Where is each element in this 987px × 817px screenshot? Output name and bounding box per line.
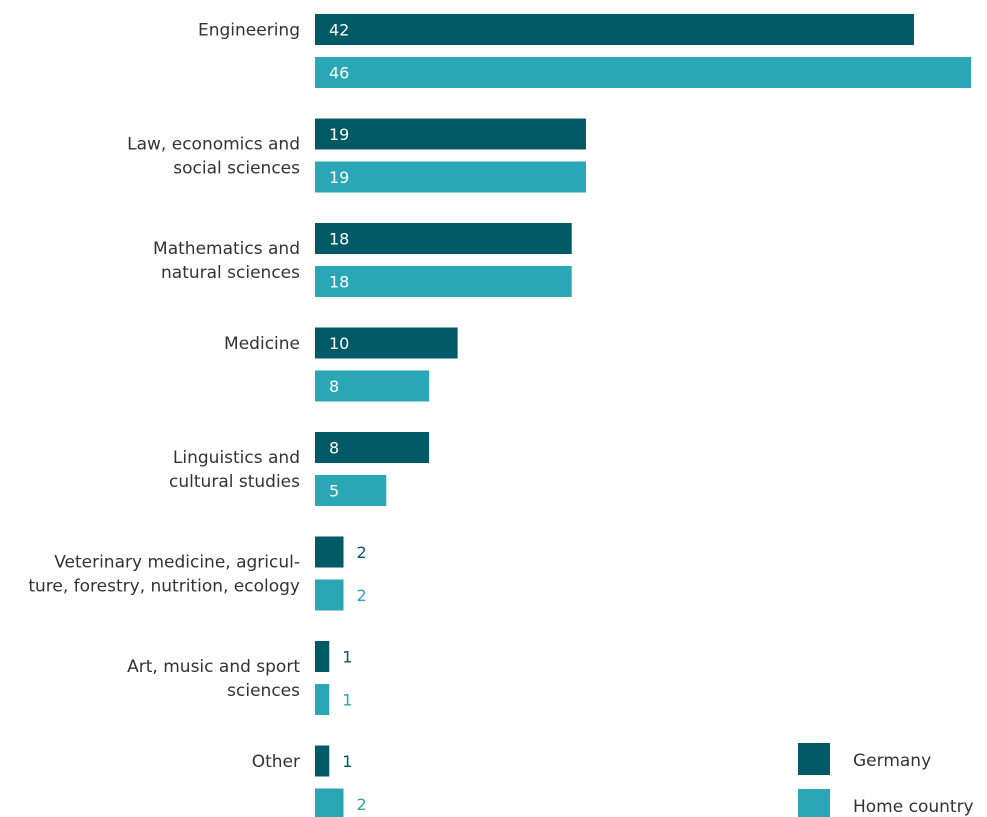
legend-swatch	[798, 743, 830, 775]
legend-label: Germany	[853, 751, 931, 771]
data-label: 42	[329, 21, 349, 40]
category-label: Engineering	[198, 21, 300, 41]
data-label: 19	[329, 168, 349, 187]
category-label: Law, economics and social sciences	[127, 135, 300, 179]
data-label: 5	[329, 482, 339, 501]
bar-germany	[315, 223, 572, 254]
data-label: 2	[357, 586, 367, 605]
bar-germany	[315, 432, 430, 463]
data-label: 1	[342, 752, 352, 771]
data-label: 8	[329, 377, 339, 396]
category-label: Linguistics and cultural studies	[169, 448, 300, 492]
data-label: 2	[357, 795, 367, 814]
bar-home-country	[315, 370, 430, 402]
data-label: 46	[329, 64, 349, 83]
bar-germany	[315, 536, 344, 568]
bar-home-country	[315, 57, 971, 88]
bar-germany	[315, 327, 458, 359]
legend-swatch	[798, 789, 830, 817]
bar-home-country	[315, 579, 344, 611]
data-label: 8	[329, 439, 339, 458]
data-label: 1	[342, 648, 352, 667]
bar-home-country	[315, 266, 572, 297]
data-label: 2	[357, 543, 367, 562]
legend-label: Home country	[853, 797, 974, 817]
category-label: Medicine	[224, 334, 300, 354]
bar-germany	[315, 118, 586, 150]
category-label: Mathematics and natural sciences	[153, 239, 300, 283]
data-label: 1	[342, 691, 352, 710]
bar-germany	[315, 641, 330, 672]
bar-germany	[315, 745, 330, 777]
data-label: 19	[329, 125, 349, 144]
data-label: 18	[329, 230, 349, 249]
category-label: Art, music and sport sciences	[127, 657, 300, 701]
category-label: Other	[252, 752, 300, 772]
bar-home-country	[315, 475, 387, 506]
category-label: Veterinary medicine, agricul-ture, fores…	[28, 553, 300, 597]
bar-home-country	[315, 684, 330, 715]
data-label: 18	[329, 273, 349, 292]
bar-home-country	[315, 788, 344, 817]
bar-home-country	[315, 161, 586, 193]
bar-germany	[315, 14, 914, 45]
data-label: 10	[329, 334, 349, 353]
